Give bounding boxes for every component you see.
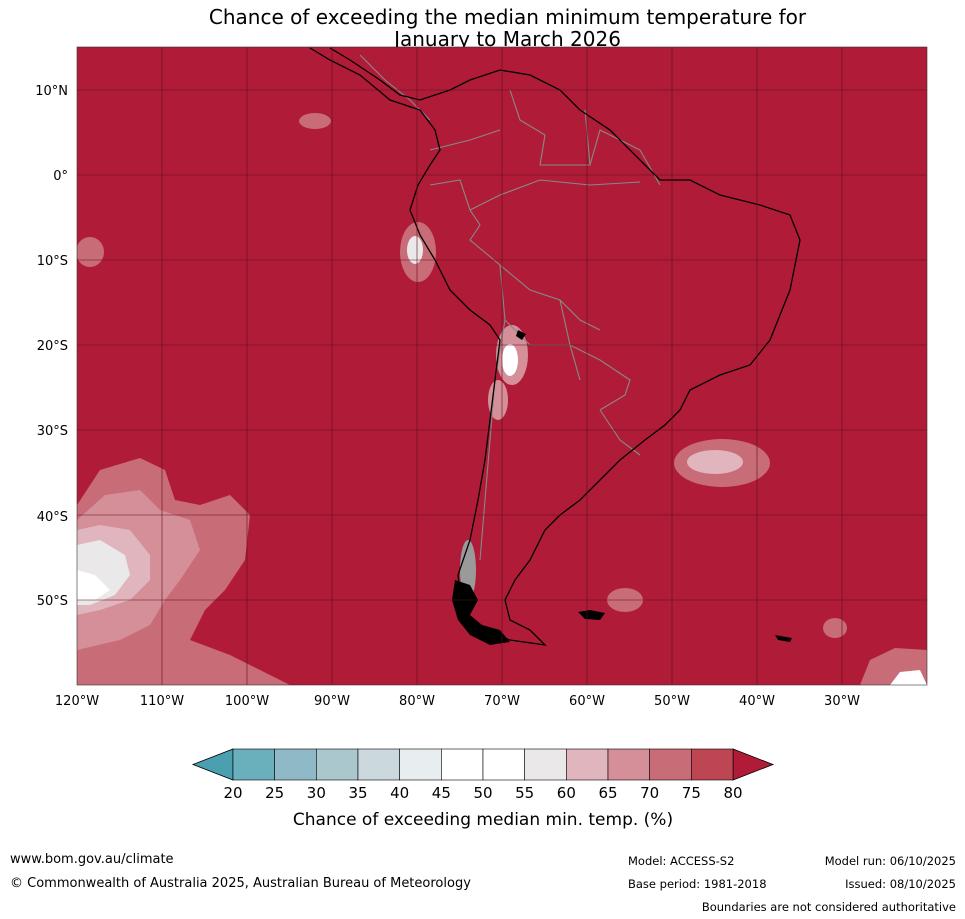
lon-label: 30°W (824, 694, 860, 709)
legend-tick-label: 25 (265, 784, 284, 802)
lon-label: 50°W (654, 694, 690, 709)
lat-label: 0° (53, 169, 68, 184)
latitude-labels: 10°N 0° 10°S 20°S 30°S 40°S 50°S (35, 84, 68, 609)
lon-label: 70°W (484, 694, 520, 709)
patch-pacific-10n (299, 113, 331, 129)
patch-pacific-10s (77, 237, 104, 267)
lon-label: 80°W (399, 694, 435, 709)
patch-atlantic-58s (823, 618, 847, 638)
legend-color-cell (441, 748, 484, 781)
falklands (578, 610, 605, 620)
map-border (76, 46, 928, 686)
lon-label: 90°W (314, 694, 350, 709)
lon-label: 100°W (225, 694, 269, 709)
legend-color-cell (316, 748, 359, 781)
legend-upper-extend-arrow (732, 748, 775, 781)
base-period: Base period: 1981-2018 (628, 877, 767, 891)
patch-south-atlantic-inner (687, 450, 743, 474)
issued-date: Issued: 08/10/2025 (845, 877, 956, 891)
boundary-disclaimer: Boundaries are not considered authoritat… (701, 900, 956, 914)
lon-label: 60°W (569, 694, 605, 709)
model-run-date: Model run: 06/10/2025 (824, 854, 956, 868)
probability-patches (77, 47, 927, 685)
patch-sw-pacific-50 (77, 570, 110, 600)
legend-tick-label: 45 (432, 784, 451, 802)
patch-se-corner-inner (890, 670, 927, 685)
legend-tick-label: 55 (515, 784, 534, 802)
lat-label: 30°S (37, 424, 68, 439)
lat-label: 50°S (37, 594, 68, 609)
legend-tick-label: 20 (223, 784, 242, 802)
legend-tick-label: 75 (682, 784, 701, 802)
legend-color-cell (607, 748, 650, 781)
legend-color-cell (357, 748, 400, 781)
legend-color-cell (399, 748, 442, 781)
legend-tick-label: 30 (307, 784, 326, 802)
legend-tick-label: 80 (723, 784, 742, 802)
lon-label: 120°W (55, 694, 99, 709)
south-georgia (775, 635, 792, 642)
legend-tick-label: 60 (557, 784, 576, 802)
legend-color-cell (232, 748, 275, 781)
bom-url: www.bom.gov.au/climate (10, 852, 174, 867)
graticule (77, 47, 927, 685)
lat-label: 10°N (35, 84, 68, 99)
legend-tick-label: 50 (473, 784, 492, 802)
legend-color-cell (274, 748, 317, 781)
longitude-labels: 120°W 110°W 100°W 90°W 80°W 70°W 60°W 50… (55, 694, 860, 709)
lat-label: 20°S (37, 339, 68, 354)
south-america-coastline (309, 47, 801, 646)
copyright-notice: © Commonwealth of Australia 2025, Austra… (10, 876, 471, 891)
legend-tick-label: 70 (640, 784, 659, 802)
legend-lower-extend-arrow (191, 748, 234, 781)
legend-tick-label: 35 (348, 784, 367, 802)
legend-tick-label: 40 (390, 784, 409, 802)
legend-color-cell (566, 748, 609, 781)
tierra-del-fuego (452, 580, 510, 645)
legend-color-cell (691, 748, 734, 781)
lon-label: 40°W (739, 694, 775, 709)
map-title-line-2: January to March 2026 (394, 27, 621, 51)
legend-tick-label: 65 (598, 784, 617, 802)
lake-titicaca (516, 330, 526, 340)
model-name: Model: ACCESS-S2 (628, 854, 735, 868)
patch-south-strip (77, 650, 260, 685)
map-title-line-1: Chance of exceeding the median minimum t… (208, 5, 807, 29)
legend-colorbar: 20 25 30 35 40 45 50 55 60 65 70 75 80 (191, 748, 775, 802)
lon-label: 110°W (140, 694, 184, 709)
patch-peru-coast-inner (407, 236, 423, 264)
lat-label: 10°S (37, 254, 68, 269)
legend-color-cell (524, 748, 567, 781)
legend-color-cell (649, 748, 692, 781)
patch-andes-inner (502, 344, 518, 376)
legend-color-cell (482, 748, 525, 781)
legend-label: Chance of exceeding median min. temp. (%… (293, 810, 673, 830)
lat-label: 40°S (37, 510, 68, 525)
